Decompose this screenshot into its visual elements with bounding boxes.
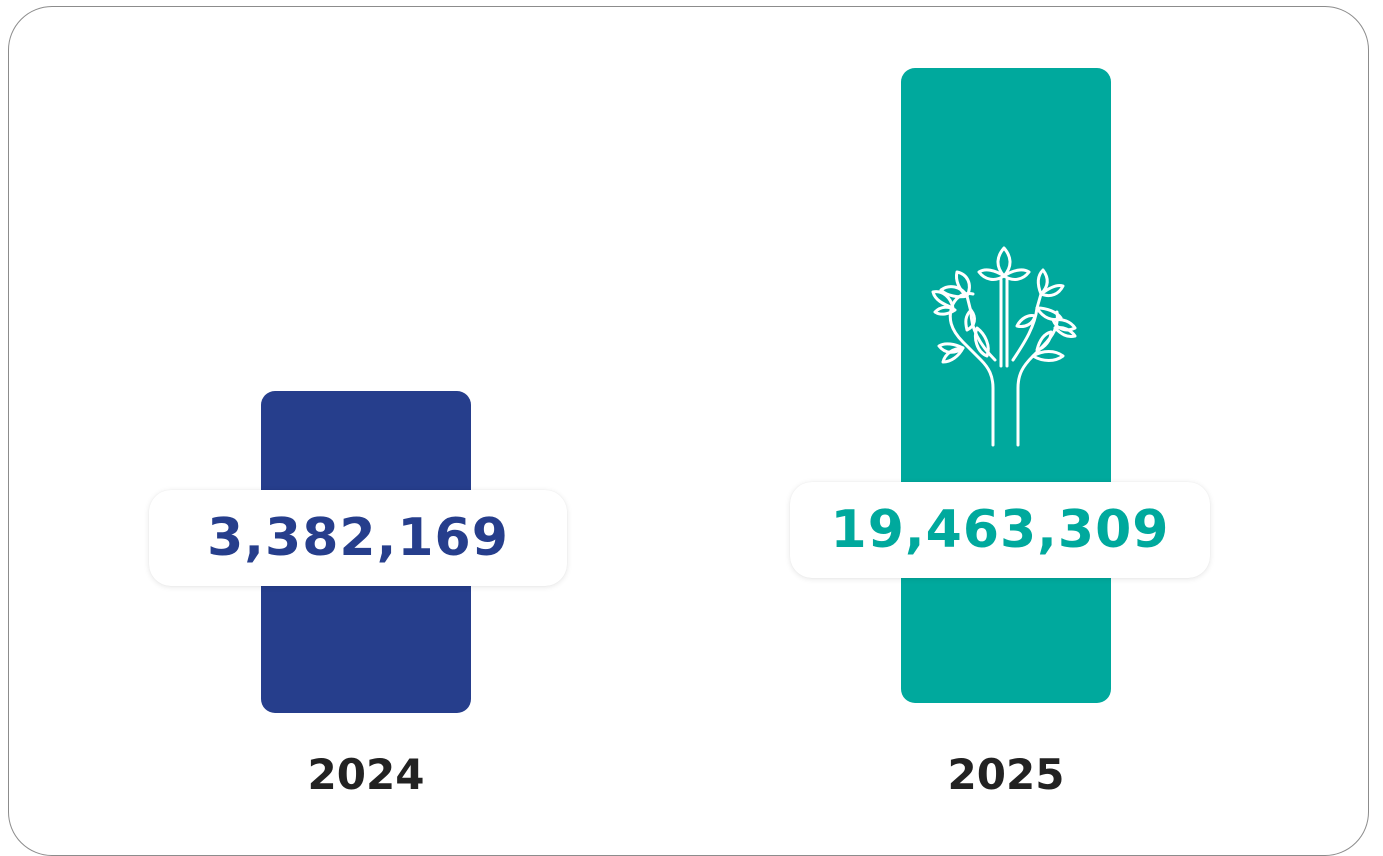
value-label-2025: 19,463,309: [790, 482, 1210, 578]
value-label-2024: 3,382,169: [149, 490, 567, 586]
bar-2025: [901, 68, 1111, 703]
chart-card: [8, 6, 1369, 856]
value-text-2024: 3,382,169: [207, 508, 509, 568]
value-text-2025: 19,463,309: [830, 500, 1170, 560]
category-label-2025: 2025: [947, 750, 1065, 799]
tree-icon: [931, 246, 1077, 447]
category-label-2024: 2024: [307, 750, 425, 799]
